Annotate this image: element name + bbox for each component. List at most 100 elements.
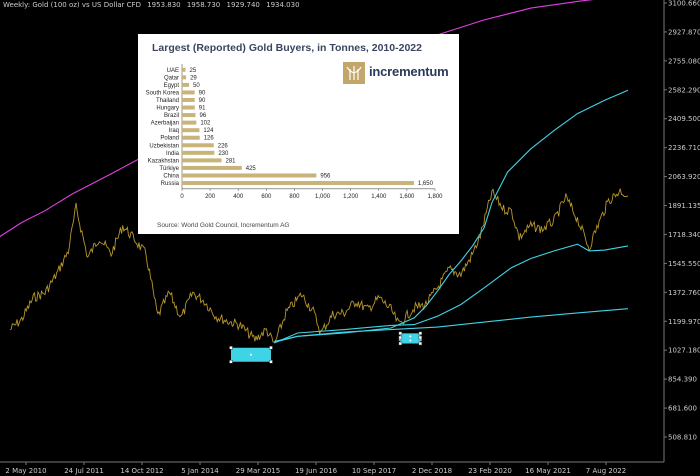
wheat-logo-icon xyxy=(343,62,365,84)
marker-handle[interactable] xyxy=(398,331,403,336)
channel_upper-line xyxy=(274,89,629,342)
bar-value-label: 50 xyxy=(193,83,200,89)
x-axis: 2 May 2010 24 Jul 2011 14 Oct 2012 5 Jan 20… xyxy=(0,461,664,475)
marker-handle[interactable] xyxy=(229,360,233,364)
bar-category-label: Egypt xyxy=(164,83,180,89)
bar-value-label: 230 xyxy=(218,151,229,157)
marker-handle[interactable] xyxy=(418,341,423,346)
bar-category-label: UAE xyxy=(167,68,179,74)
y-tick-label: 3100.660 xyxy=(668,0,700,8)
bar-value-label: 126 xyxy=(204,136,215,142)
bar xyxy=(182,82,190,87)
markers[interactable] xyxy=(229,331,423,364)
bar-value-label: 29 xyxy=(190,75,197,81)
x-tick-label: 24 Jul 2011 xyxy=(64,467,104,475)
inset-x-tick-label: 0 xyxy=(180,194,184,200)
marker-handle[interactable] xyxy=(269,360,273,364)
y-tick-label: 1718.340 xyxy=(668,231,700,239)
bar-value-label: 90 xyxy=(199,90,206,96)
bar-category-label: Kazakhstan xyxy=(148,158,179,164)
y-tick-label: 2409.500 xyxy=(668,115,700,123)
bar-category-label: Poland xyxy=(160,136,179,142)
bar-category-label: Thailand xyxy=(156,98,179,104)
y-tick-label: 2236.710 xyxy=(668,144,700,152)
y-tick-label: 1027.180 xyxy=(668,347,700,355)
y-tick-label: 2063.920 xyxy=(668,173,700,181)
bar xyxy=(182,90,195,95)
y-tick-label: 1891.135 xyxy=(668,202,700,210)
bar-category-label: Brazil xyxy=(164,113,179,119)
marker-handle[interactable] xyxy=(418,331,423,336)
marker-handle[interactable] xyxy=(418,335,423,340)
bar xyxy=(182,165,242,170)
inset-x-tick-label: 400 xyxy=(233,194,244,200)
marker-center[interactable] xyxy=(409,335,412,338)
bar-category-label: Uzbekistan xyxy=(149,143,179,149)
x-tick-label: 5 Jan 2014 xyxy=(181,467,219,475)
bar-value-label: 90 xyxy=(199,98,206,104)
bar-value-label: 91 xyxy=(199,106,206,112)
inset-x-tick-label: 800 xyxy=(289,194,300,200)
inset-x-tick-label: 600 xyxy=(261,194,272,200)
bar xyxy=(182,97,195,102)
bar xyxy=(182,128,200,133)
bar-category-label: Russia xyxy=(161,181,180,187)
bar-category-label: Iraq xyxy=(169,128,179,134)
inset-bar-chart-card: Largest (Reported) Gold Buyers, in Tonne… xyxy=(138,34,459,234)
bar xyxy=(182,67,186,72)
x-tick-label: 2 May 2010 xyxy=(5,467,46,475)
inset-x-tick-label: 1,200 xyxy=(343,194,359,200)
bar xyxy=(182,113,196,118)
y-tick-label: 854.390 xyxy=(668,376,697,384)
bar xyxy=(182,173,317,178)
bar-value-label: 124 xyxy=(203,128,214,134)
ohlc-close: 1934.030 xyxy=(266,1,300,9)
chart-header: Weekly: Gold (100 oz) vs US Dollar CFD 1… xyxy=(3,1,304,9)
marker-box[interactable] xyxy=(398,335,423,346)
y-axis: 3100.660 2927.870 2755.080 2582.290 2409.500… xyxy=(663,0,700,462)
marker-handle[interactable] xyxy=(229,346,233,350)
x-tick-label: 2 Dec 2018 xyxy=(412,467,452,475)
x-tick-label: 29 Mar 2015 xyxy=(236,467,280,475)
bar xyxy=(182,120,197,125)
y-tick-label: 2927.870 xyxy=(668,28,700,36)
y-tick-label: 681.600 xyxy=(668,405,697,413)
bar-category-label: India xyxy=(166,151,180,157)
ohlc-high: 1958.730 xyxy=(186,1,221,9)
x-tick-label: 23 Feb 2020 xyxy=(468,467,512,475)
bar-value-label: 956 xyxy=(320,173,331,179)
bar xyxy=(182,150,215,155)
bar-category-label: Qatar xyxy=(164,75,179,81)
ohlc-open: 1953.830 xyxy=(147,1,181,9)
marker-handle[interactable] xyxy=(398,335,403,340)
bar xyxy=(182,75,187,80)
bar-category-label: China xyxy=(163,173,179,179)
bar-value-label: 96 xyxy=(199,113,206,119)
inset-x-tick-label: 200 xyxy=(205,194,216,200)
bar xyxy=(182,181,414,186)
bar-category-label: Azerbaijan xyxy=(151,121,179,127)
bar-value-label: 102 xyxy=(200,121,211,127)
bar-value-label: 1,650 xyxy=(418,181,434,187)
inset-x-tick-label: 1,000 xyxy=(315,194,331,200)
marker-center[interactable] xyxy=(249,353,252,356)
bar-category-label: South Korea xyxy=(146,90,180,96)
inset-x-tick-label: 1,400 xyxy=(371,194,387,200)
x-tick-label: 14 Oct 2012 xyxy=(120,467,163,475)
marker-center[interactable] xyxy=(409,339,412,342)
marker-handle[interactable] xyxy=(269,346,273,350)
bar-value-label: 226 xyxy=(218,143,229,149)
bar xyxy=(182,158,222,163)
y-tick-label: 1199.970 xyxy=(668,318,700,326)
marker-handle[interactable] xyxy=(398,341,403,346)
marker-box[interactable] xyxy=(229,346,273,364)
y-tick-label: 1372.760 xyxy=(668,289,700,297)
bar-value-label: 281 xyxy=(225,158,236,164)
bar xyxy=(182,143,214,148)
channel_middle-line xyxy=(274,243,629,344)
y-tick-label: 508.810 xyxy=(668,434,697,442)
bar xyxy=(182,135,200,140)
inset-x-tick-label: 1,600 xyxy=(399,194,415,200)
y-tick-label: 2755.080 xyxy=(668,57,700,65)
